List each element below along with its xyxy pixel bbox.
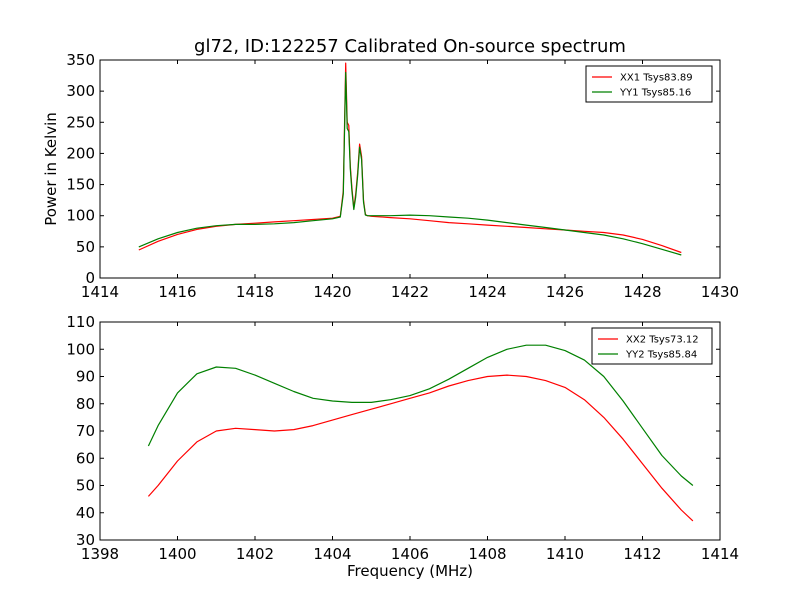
- x-tick-label: 1426: [546, 283, 584, 301]
- legend-label-2: YY2 Tsys85.84: [625, 350, 697, 361]
- y-tick-label: 350: [66, 51, 95, 69]
- y-tick-label: 300: [66, 82, 95, 100]
- x-tick-label: 1416: [158, 283, 196, 301]
- x-tick-label: 1398: [81, 545, 119, 563]
- y-tick-label: 40: [76, 504, 95, 522]
- chart-title: gl72, ID:122257 Calibrated On-source spe…: [194, 36, 626, 57]
- series-line-2: [138, 71, 682, 256]
- legend-box: [591, 327, 713, 365]
- y-tick-label: 100: [66, 207, 95, 225]
- legend-label-2: YY1 Tsys85.16: [619, 88, 691, 99]
- x-tick-label: 1406: [391, 545, 429, 563]
- top-panel: 1414 1416 1418 1420 1422 1424 1426 1428 1430 0 50 1…: [42, 51, 739, 301]
- x-tick-label: 1422: [391, 283, 429, 301]
- legend-box: [585, 65, 713, 103]
- x-tick-label: 1404: [313, 545, 351, 563]
- x-tick-label: 1430: [701, 283, 739, 301]
- x-tick-label: 1402: [236, 545, 274, 563]
- series-line-1: [138, 62, 682, 254]
- x-tick-label: 1420: [313, 283, 351, 301]
- x-tick-label: 1410: [546, 545, 584, 563]
- y-tick-label: 50: [76, 477, 95, 495]
- y-tick-label: 70: [76, 422, 95, 440]
- y-tick-label: 80: [76, 395, 95, 413]
- y-tick-label: 30: [76, 531, 95, 549]
- series-line-2: [147, 344, 694, 486]
- x-tick-label: 1418: [236, 283, 274, 301]
- legend: XX2 Tsys73.12 YY2 Tsys85.84: [591, 327, 713, 365]
- y-tick-label: 60: [76, 449, 95, 467]
- y-tick-label: 200: [66, 144, 95, 162]
- series-line-1: [147, 374, 694, 522]
- x-tick-label: 1424: [468, 283, 506, 301]
- x-axis-label: Frequency (MHz): [347, 562, 473, 580]
- y-axis-label: Power in Kelvin: [42, 112, 60, 226]
- x-tick-label: 1408: [468, 545, 506, 563]
- legend-label-1: XX1 Tsys83.89: [620, 73, 693, 84]
- y-tick-label: 50: [76, 238, 95, 256]
- x-tick-label: 1412: [623, 545, 661, 563]
- y-tick-label: 90: [76, 368, 95, 386]
- y-tick-label: 110: [66, 313, 95, 331]
- x-tick-label: 1428: [623, 283, 661, 301]
- y-tick-label: 250: [66, 113, 95, 131]
- legend: XX1 Tsys83.89 YY1 Tsys85.16: [585, 65, 713, 103]
- x-tick-label: 1400: [158, 545, 196, 563]
- y-tick-label: 0: [85, 269, 95, 287]
- x-tick-label: 1414: [701, 545, 739, 563]
- y-tick-label: 100: [66, 340, 95, 358]
- bottom-panel: 1398 1400 1402 1404 1406 1408 1410 1412 1414 30 40…: [66, 313, 739, 580]
- x-tick-label: 1414: [81, 283, 119, 301]
- y-tick-label: 150: [66, 176, 95, 194]
- legend-label-1: XX2 Tsys73.12: [626, 335, 699, 346]
